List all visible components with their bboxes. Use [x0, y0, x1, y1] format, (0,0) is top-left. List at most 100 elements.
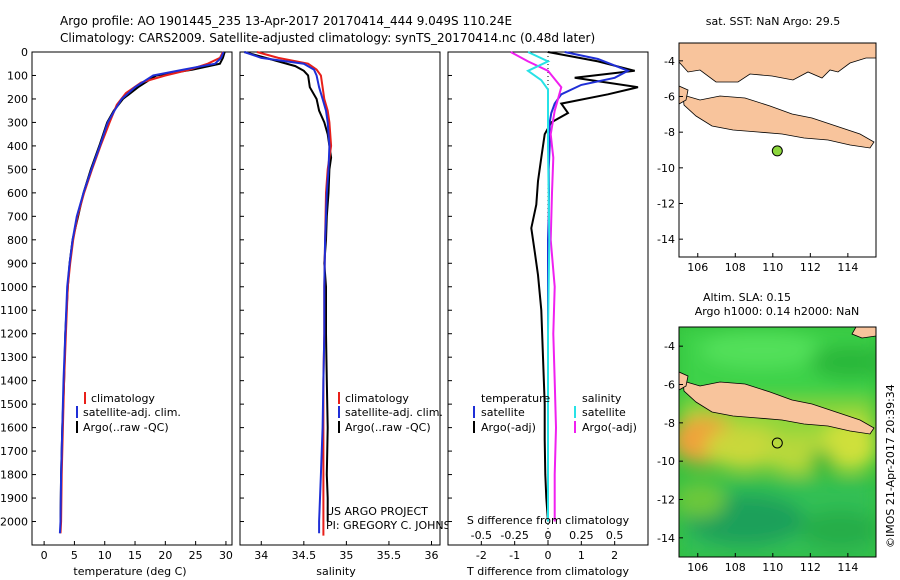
depth-tick-label: 2000: [0, 516, 28, 529]
latitude-tick-label: -4: [664, 340, 675, 353]
longitude-tick-label: 108: [725, 561, 746, 574]
salinity-panel: 34 34.5 35 35.5 36 climatology satellite-adj…: [239, 51, 467, 578]
sst-map-axes: 106 108 110 112 114 -4 -6 -8 -10 -12 -14: [657, 55, 858, 274]
t-difference-tick-label: -1: [509, 549, 520, 562]
latitude-tick-label: -4: [664, 55, 675, 68]
legend-label-argo: Argo(..raw -QC): [83, 421, 169, 434]
s-difference-tick-label: -0.25: [500, 529, 528, 542]
depth-tick-label: 600: [7, 187, 28, 200]
t-difference-tick-label: -2: [476, 549, 487, 562]
java-landmass: [682, 94, 875, 149]
argo-position-marker: [771, 437, 783, 449]
depth-tick-label: 200: [7, 93, 28, 106]
t-difference-axis-label: T difference from climatology: [466, 565, 629, 578]
depth-tick-label: 1900: [0, 492, 28, 505]
java-landmass: [682, 380, 875, 435]
temperature-tick-label: 5: [71, 549, 78, 562]
s-satellite-diff-line: [526, 51, 551, 522]
sla-heatmap: [679, 327, 876, 557]
salinity-tick-label: 35.5: [377, 549, 402, 562]
legend-label-s-argo: Argo(-adj): [582, 421, 637, 434]
longitude-tick-label: 112: [800, 261, 821, 274]
latitude-tick-label: -12: [657, 198, 675, 211]
depth-tick-label: 100: [7, 69, 28, 82]
satellite-clim-line: [58, 51, 225, 534]
longitude-tick-label: 108: [725, 261, 746, 274]
imos-stamp: ©IMOS 21-Apr-2017 20:39:34: [884, 384, 897, 548]
depth-tick-label: 1100: [0, 304, 28, 317]
latitude-tick-label: -8: [664, 417, 675, 430]
t-difference-tick-label: 1: [578, 549, 585, 562]
depth-tick-label: 1200: [0, 328, 28, 341]
argo-position-marker: [771, 145, 783, 157]
longitude-tick-label: 114: [837, 261, 858, 274]
sla-map-title-line-1: Altim. SLA: 0.15: [703, 291, 791, 304]
s-difference-tick-label: 0.5: [606, 529, 624, 542]
t-argo-diff-line: [530, 51, 639, 522]
depth-tick-label: 1300: [0, 351, 28, 364]
depth-tick-label: 1500: [0, 398, 28, 411]
sst-map-title: sat. SST: NaN Argo: 29.5: [706, 15, 840, 28]
sumatra-tip: [679, 371, 689, 391]
longitude-tick-label: 106: [687, 261, 708, 274]
salinity-tick-label: 34.5: [292, 549, 317, 562]
satellite-clim-line: [243, 51, 331, 534]
longitude-tick-label: 110: [762, 261, 783, 274]
legend-label-climatology: climatology: [91, 392, 155, 405]
depth-tick-label: 900: [7, 257, 28, 270]
temperature-series: [58, 51, 226, 534]
borneo-landmass: [679, 43, 876, 83]
difference-axis: -2 -1 0 1 2 -0.5 -0.25 0 0.25 0.5: [448, 51, 624, 562]
longitude-tick-label: 106: [687, 561, 708, 574]
s-difference-tick-label: 0: [545, 529, 552, 542]
longitude-tick-label: 110: [762, 561, 783, 574]
legend-label-argo: Argo(..raw -QC): [345, 421, 431, 434]
s-difference-tick-label: -0.5: [471, 529, 492, 542]
salinity-plot-frame: [239, 51, 441, 546]
salinity-axis-label: salinity: [316, 565, 356, 578]
legend-label-t-argo: Argo(-adj): [481, 421, 536, 434]
depth-tick-label: 1400: [0, 375, 28, 388]
temperature-axis: 0 5 10 15 20 25 30: [41, 541, 233, 562]
temperature-tick-label: 0: [41, 549, 48, 562]
legend-label-satellite: satellite-adj. clim.: [83, 406, 181, 419]
legend-label-satellite: satellite-adj. clim.: [345, 406, 443, 419]
latitude-tick-label: -10: [657, 162, 675, 175]
depth-tick-label: 1700: [0, 445, 28, 458]
depth-tick-label: 1000: [0, 281, 28, 294]
sla-map-title-line-2: Argo h1000: 0.14 h2000: NaN: [695, 305, 860, 318]
legend-label-t-satellite: satellite: [481, 406, 525, 419]
salinity-axis: 34 34.5 35 35.5 36: [240, 51, 438, 562]
project-annotation: US ARGO PROJECT: [326, 505, 428, 518]
legend-label-climatology: climatology: [345, 392, 409, 405]
temperature-tick-label: 20: [158, 549, 172, 562]
salinity-tick-label: 36: [424, 549, 438, 562]
s-argo-diff-line: [510, 51, 563, 522]
latitude-tick-label: -8: [664, 126, 675, 139]
temperature-legend: climatology satellite-adj. clim. Argo(..…: [76, 392, 181, 434]
sst-map-frame: [678, 42, 877, 258]
depth-axis: 0 100 200 300 400 500 600 700 800 900 1000 1100 1200…: [0, 46, 36, 529]
legend-title-salinity: salinity: [582, 392, 622, 405]
temperature-panel: 0100200300400500600700800900100011001200…: [0, 46, 233, 578]
latitude-tick-label: -14: [657, 532, 675, 545]
latitude-tick-label: -10: [657, 455, 675, 468]
temperature-tick-label: 25: [189, 549, 203, 562]
borneo-coast: [851, 327, 876, 339]
latitude-tick-label: -12: [657, 494, 675, 507]
salinity-tick-label: 34: [254, 549, 268, 562]
latitude-tick-label: -6: [664, 91, 675, 104]
temperature-plot-frame: [31, 51, 233, 546]
depth-tick-label: 700: [7, 210, 28, 223]
sst-map-land: [679, 43, 876, 149]
t-difference-tick-label: 2: [611, 549, 618, 562]
t-difference-tick-label: 0: [545, 549, 552, 562]
longitude-tick-label: 114: [837, 561, 858, 574]
depth-tick-label: 1600: [0, 422, 28, 435]
salinity-tick-label: 35: [339, 549, 353, 562]
temperature-tick-label: 15: [128, 549, 142, 562]
temperature-tick-label: 10: [98, 549, 112, 562]
depth-tick-label: 500: [7, 163, 28, 176]
difference-legend: temperature satellite Argo(-adj) salinit…: [473, 392, 637, 434]
